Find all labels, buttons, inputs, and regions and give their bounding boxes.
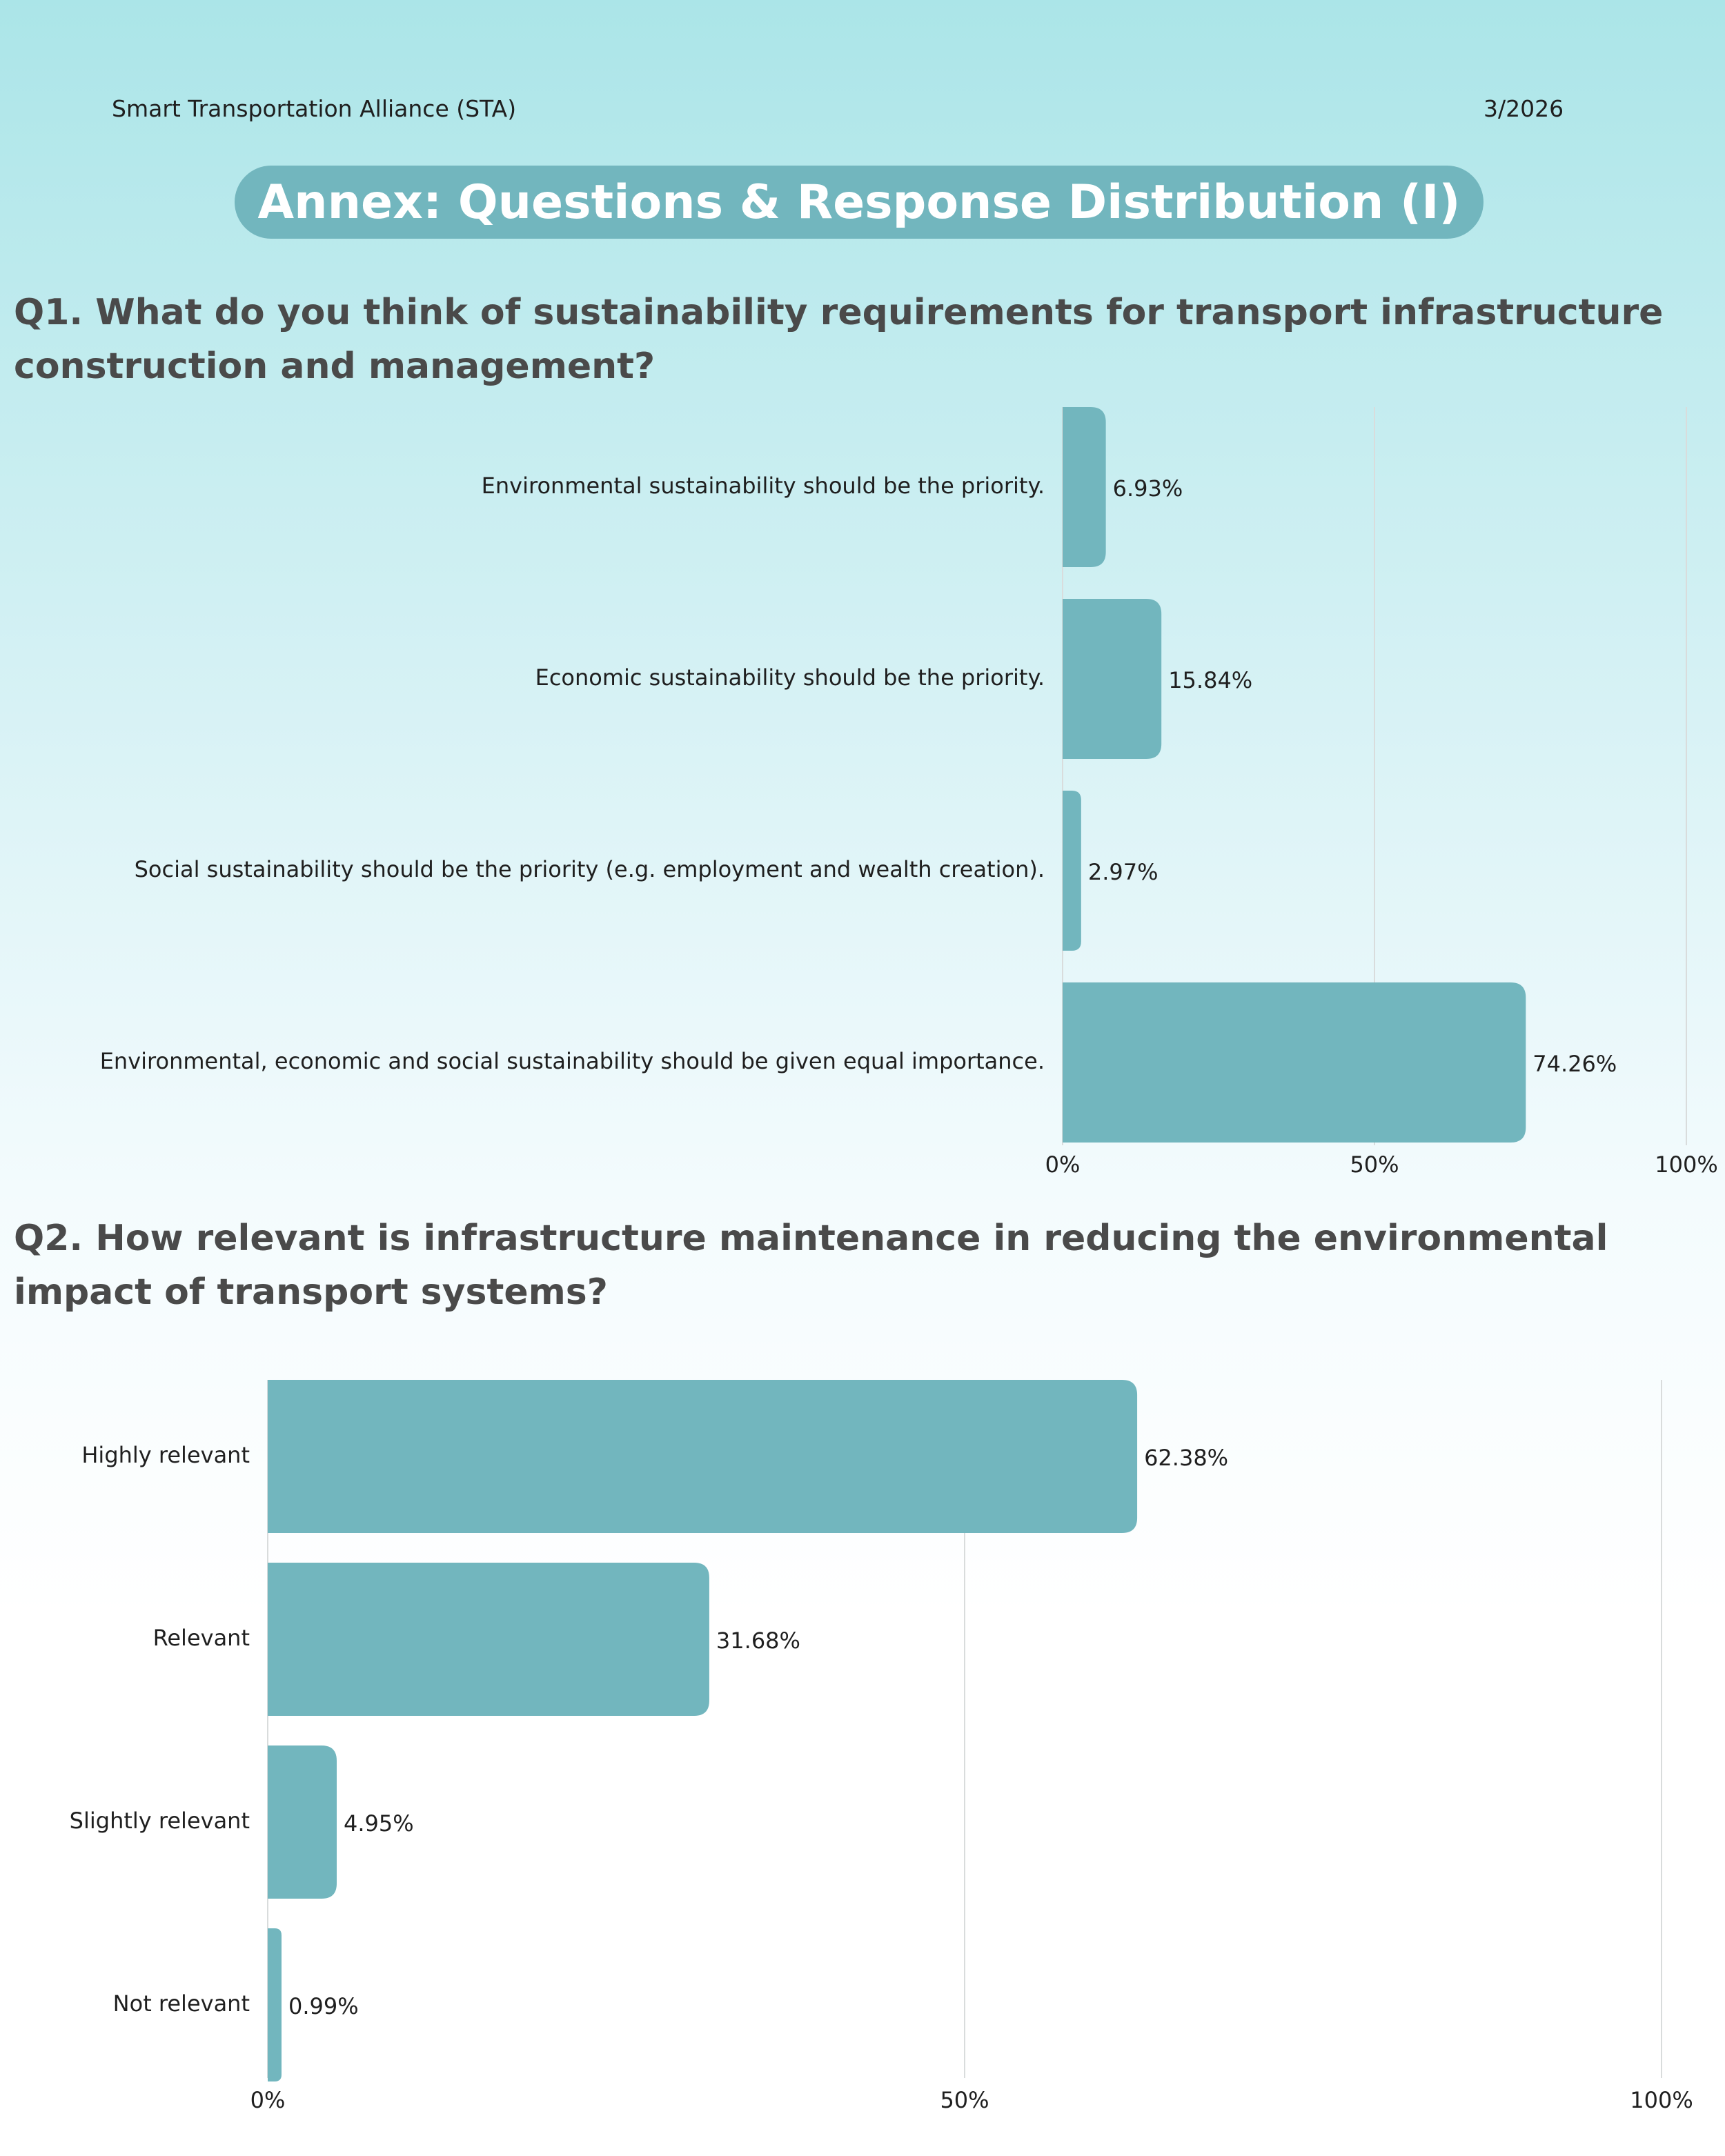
q1-question-title: Q1. What do you think of sustainability … bbox=[14, 292, 1664, 387]
q2-question-title: Q2. How relevant is infrastructure maint… bbox=[14, 1218, 1608, 1313]
q2-bar bbox=[268, 1928, 282, 2081]
q1-tick-label: 100% bbox=[1655, 1151, 1717, 1178]
q1-category-label: Environmental, economic and social susta… bbox=[100, 1048, 1045, 1074]
q2-tick-label: 0% bbox=[250, 2087, 286, 2113]
q1-bar bbox=[1063, 982, 1526, 1143]
q1-data-label: 74.26% bbox=[1532, 1051, 1617, 1077]
q1-category-label: Social sustainability should be the prio… bbox=[135, 856, 1045, 882]
q2-data-label: 0.99% bbox=[288, 1993, 359, 2019]
q1-category-label: Environmental sustainability should be t… bbox=[482, 473, 1045, 499]
q1-data-label: 2.97% bbox=[1088, 859, 1159, 885]
q1-category-label: Economic sustainability should be the pr… bbox=[535, 664, 1045, 691]
q2-tick-label: 50% bbox=[940, 2087, 989, 2113]
q2-bar bbox=[268, 1380, 1138, 1533]
q1-bar bbox=[1063, 791, 1081, 951]
q1-data-label: 15.84% bbox=[1168, 667, 1252, 693]
report-date: 3/2026 bbox=[1483, 95, 1564, 122]
q2-category-label: Relevant bbox=[153, 1625, 250, 1651]
q1-tick-label: 0% bbox=[1045, 1151, 1081, 1178]
q1-bar bbox=[1063, 407, 1106, 567]
q2-category-label: Slightly relevant bbox=[70, 1808, 250, 1834]
q2-data-label: 31.68% bbox=[716, 1628, 800, 1654]
q2-bar bbox=[268, 1745, 337, 1899]
organization-name: Smart Transportation Alliance (STA) bbox=[112, 95, 517, 122]
q1-data-label: 6.93% bbox=[1113, 475, 1183, 502]
q1-bar bbox=[1063, 599, 1162, 759]
q2-bar bbox=[268, 1563, 709, 1716]
q2-tick-label: 100% bbox=[1630, 2087, 1693, 2113]
q2-category-label: Not relevant bbox=[113, 1990, 250, 2017]
q2-category-label: Highly relevant bbox=[81, 1442, 250, 1468]
q2-data-label: 62.38% bbox=[1144, 1445, 1228, 1471]
q2-data-label: 4.95% bbox=[344, 1810, 414, 1837]
page-title: Annex: Questions & Response Distribution… bbox=[235, 166, 1483, 239]
q1-tick-label: 50% bbox=[1350, 1151, 1399, 1178]
